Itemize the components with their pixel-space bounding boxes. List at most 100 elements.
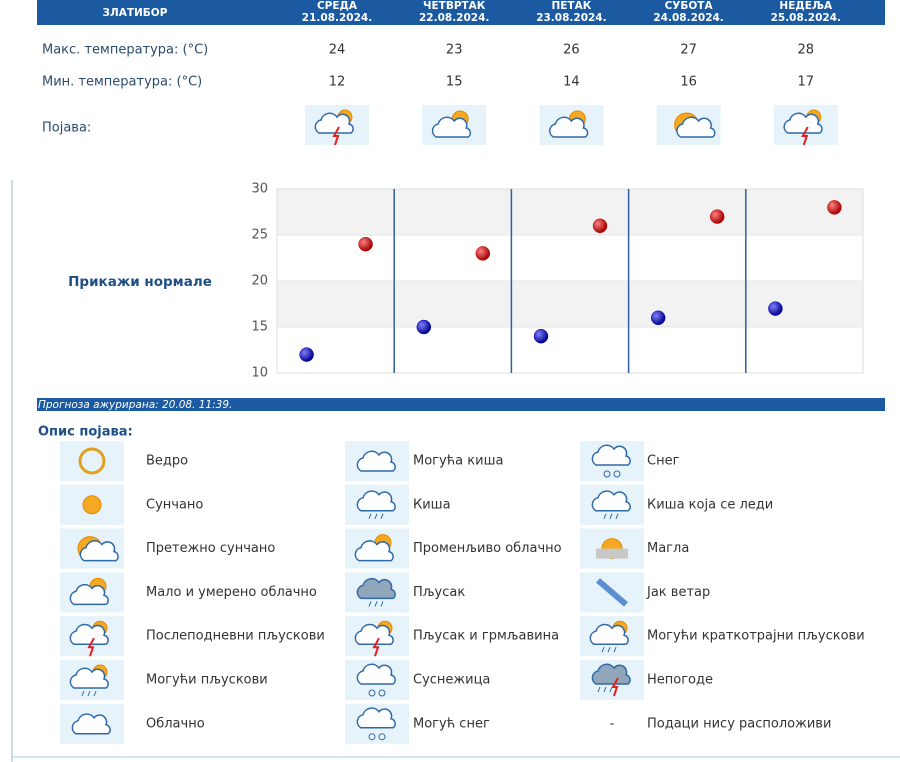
weather-icon: [60, 528, 124, 569]
temp-dot: [299, 347, 314, 362]
day-date: 22.08.2024.: [419, 12, 489, 24]
legend-label: Суснежица: [413, 673, 490, 688]
y-tick-label: 30: [251, 182, 268, 197]
icon-bolt: [87, 637, 95, 657]
weather-icon: [539, 105, 604, 145]
weather-icon: [60, 616, 124, 657]
weather-icon: [580, 484, 644, 525]
legend-label: Ведро: [146, 454, 188, 469]
weather-icon: [345, 616, 409, 657]
min-temp: 15: [446, 75, 463, 90]
location: ЗЛАТИБОР: [103, 7, 168, 19]
weather-icon: [422, 105, 487, 145]
phenomenon-label: Појава:: [42, 121, 91, 136]
legend-label: Пљусак и грмљавина: [413, 629, 559, 644]
icon-cloud: [356, 490, 396, 512]
update-bar: [37, 398, 885, 411]
y-tick-label: 20: [251, 274, 268, 289]
icon-rain: [374, 513, 378, 519]
weather-icon: [580, 572, 644, 613]
legend-label: Претежно сунчано: [146, 541, 275, 556]
legend-label: Сунчано: [146, 497, 203, 512]
icon-cloud: [356, 450, 396, 472]
icon-bg: [60, 441, 124, 481]
day-name: СУБОТА: [665, 0, 714, 12]
icon-rain: [603, 686, 607, 693]
icon-cloud: [591, 663, 631, 685]
legend-label: Киша која се леди: [647, 497, 773, 512]
weather-icon: [60, 572, 124, 613]
icon-snow: [378, 689, 386, 697]
legend-label: Непогоде: [647, 673, 713, 688]
icon-rain: [374, 601, 378, 607]
icon-rain: [615, 513, 619, 519]
min-temp: 12: [329, 75, 346, 90]
icon-rain: [93, 690, 97, 697]
y-tick-label: 15: [251, 320, 268, 335]
grid-band: [277, 189, 863, 235]
min-temp: 16: [680, 75, 697, 90]
min-temp: 14: [563, 75, 580, 90]
legend-label: Могући краткотрајни пљускови: [647, 629, 865, 644]
icon-rain: [607, 647, 611, 653]
day-date: 25.08.2024.: [771, 12, 841, 24]
icon-bolt: [332, 126, 340, 146]
icon-cloud: [79, 540, 119, 562]
legend-label: Облачно: [146, 716, 205, 731]
weather-icon: [580, 660, 644, 700]
icon-snow: [603, 470, 611, 478]
max-temp: 26: [563, 43, 580, 58]
icon-snow: [368, 733, 376, 741]
icon-cloud: [356, 663, 396, 685]
day-name: НЕДЕЉА: [779, 0, 833, 12]
weather-icon: [60, 660, 124, 700]
no-data-symbol: -: [610, 716, 615, 731]
y-tick-label: 25: [251, 228, 268, 243]
legend-label: Снег: [647, 454, 680, 469]
max-temp: 27: [680, 43, 697, 58]
icon-rain: [597, 686, 601, 693]
legend-label: Подаци нису расположиви: [647, 716, 831, 731]
grid-band: [277, 327, 863, 373]
weather-icon: [580, 441, 644, 481]
weather-icon: [305, 105, 369, 146]
temp-dot: [768, 301, 783, 316]
legend-label: Променљиво облачно: [413, 541, 562, 556]
legend-title: Опис појава:: [38, 425, 133, 440]
update-text: Прогноза ажурирана: 20.08. 11:39.: [38, 399, 232, 411]
weather-icon: [656, 105, 721, 145]
temp-dot: [827, 200, 842, 215]
icon-cloud: [431, 116, 472, 138]
grid-band: [277, 235, 863, 281]
legend-label: Киша: [413, 497, 451, 512]
weather-icon: [60, 703, 124, 744]
weather-icon: [60, 441, 124, 481]
icon-rain: [609, 513, 613, 519]
weather-icon: [345, 484, 409, 525]
max-label: Макс. температура: (°C): [42, 43, 208, 58]
legend-label: Магла: [647, 541, 689, 556]
icon-rain: [613, 647, 617, 653]
icon-rain: [368, 601, 372, 607]
normals-link[interactable]: Прикажи нормале: [68, 274, 212, 290]
icon-cloud: [356, 707, 396, 729]
day-date: 23.08.2024.: [536, 12, 606, 24]
icon-rain: [87, 690, 91, 697]
day-name: ЧЕТВРТАК: [423, 0, 486, 12]
icon-cloud: [549, 116, 589, 138]
icon-cloud: [69, 623, 109, 645]
icon-rain: [81, 690, 85, 697]
min-label: Мин. температура: (°C): [42, 75, 202, 90]
day-name: СРЕДА: [317, 0, 358, 12]
weather-icon: [580, 528, 644, 569]
temp-dot: [709, 209, 725, 224]
icon-rain: [603, 513, 607, 519]
temp-dot: [650, 310, 666, 326]
legend-label: Пљусак: [413, 585, 465, 600]
plot-frame: [276, 188, 864, 374]
header-bar: [37, 0, 885, 25]
icon-cloud: [676, 116, 716, 138]
min-temp: 17: [798, 75, 815, 90]
weather-icon: [345, 572, 409, 613]
